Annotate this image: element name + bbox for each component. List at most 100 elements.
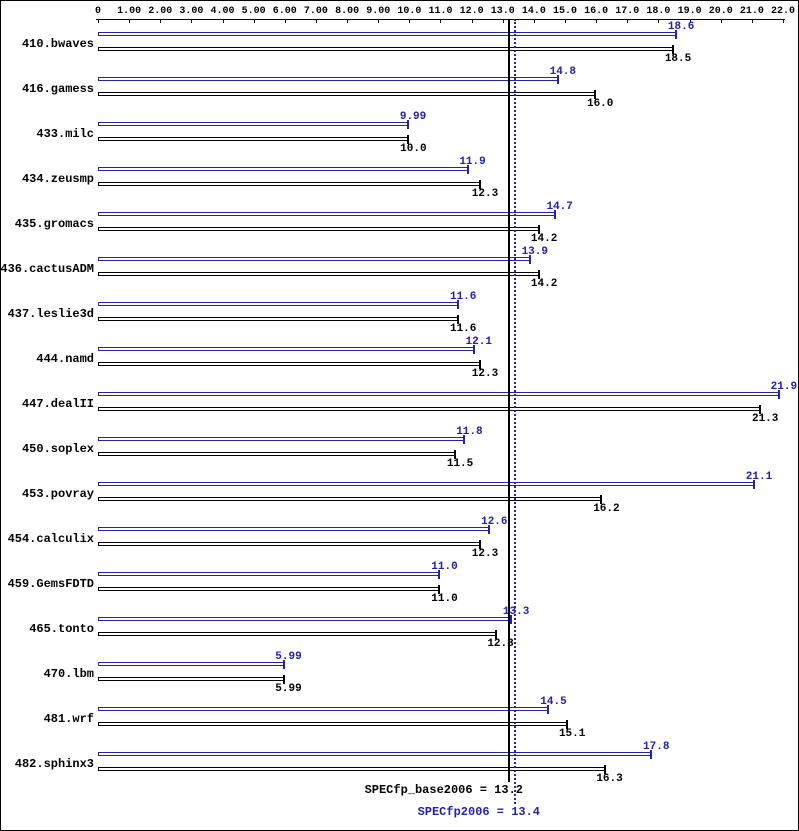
peak-bar-value: 11.0 <box>431 561 458 573</box>
peak-bar-endcap <box>547 705 550 714</box>
axis-tick <box>689 19 691 23</box>
base-bar <box>98 677 285 681</box>
base-bar-endcap <box>759 405 762 414</box>
peak-bar-value: 5.99 <box>275 651 302 663</box>
base-bar-endcap <box>454 450 457 459</box>
base-bar-endcap <box>478 540 481 549</box>
axis-tick <box>253 19 255 23</box>
base-bar <box>98 407 762 411</box>
axis-tick <box>471 19 473 23</box>
benchmark-label: 435.gromacs <box>14 217 94 231</box>
benchmark-label: 459.GemsFDTD <box>7 577 94 591</box>
base-bar-endcap <box>282 675 285 684</box>
base-bar-value: 16.2 <box>593 503 620 515</box>
peak-bar-endcap <box>675 30 678 39</box>
base-bar-value: 18.5 <box>664 53 692 65</box>
base-bar-value: 11.6 <box>449 323 477 335</box>
base-bar <box>98 452 457 456</box>
benchmark-label: 482.sphinx3 <box>14 757 94 771</box>
peak-bar-endcap <box>553 210 556 219</box>
axis-tick-label: 14.0 <box>521 6 546 17</box>
benchmark-label: 465.tonto <box>29 622 94 636</box>
peak-bar <box>98 302 460 306</box>
peak-bar-value: 17.8 <box>643 741 670 753</box>
axis-tick-label: 21.0 <box>739 6 764 17</box>
peak-bar-value: 13.9 <box>521 246 548 258</box>
peak-bar <box>98 482 755 486</box>
axis-tick <box>378 19 380 23</box>
axis-tick <box>533 19 535 23</box>
peak-bar <box>98 527 491 531</box>
benchmark-label: 410.bwaves <box>21 37 94 51</box>
peak-bar <box>98 257 531 261</box>
peak-bar-endcap <box>650 750 653 759</box>
base-bar-endcap <box>457 315 460 324</box>
peak-bar <box>98 437 466 441</box>
base-mean-line <box>507 19 510 782</box>
peak-bar <box>98 392 780 396</box>
axis-tick-label: 10.0 <box>397 6 422 17</box>
base-bar-endcap <box>566 720 569 729</box>
benchmark-label: 450.soplex <box>21 442 94 456</box>
peak-bar-endcap <box>752 480 755 489</box>
axis-tick-label: 6.00 <box>272 6 297 17</box>
axis-tick-label: 3.00 <box>179 6 204 17</box>
peak-bar-endcap <box>528 255 531 264</box>
axis-tick-label: 17.0 <box>615 6 640 17</box>
axis-tick-label: 11.0 <box>428 6 453 17</box>
base-bar <box>98 272 541 276</box>
base-bar-value: 21.3 <box>751 413 779 425</box>
base-bar <box>98 542 481 546</box>
base-bar <box>98 362 481 366</box>
peak-bar <box>98 77 559 81</box>
peak-bar-endcap <box>407 120 410 129</box>
peak-bar-value: 11.9 <box>459 156 486 168</box>
axis-tick-label: 16.0 <box>584 6 609 17</box>
base-bar-endcap <box>672 45 675 54</box>
peak-bar <box>98 752 653 756</box>
axis-tick <box>347 19 349 23</box>
axis-tick <box>98 19 99 23</box>
peak-bar-endcap <box>777 390 780 399</box>
base-bar-endcap <box>494 630 497 639</box>
axis-tick-label: 1.00 <box>117 6 142 17</box>
benchmark-label: 453.povray <box>21 487 94 501</box>
base-bar <box>98 497 603 501</box>
peak-bar-value: 21.1 <box>745 471 773 483</box>
axis-tick-label: 15.0 <box>553 6 578 17</box>
benchmark-label: 470.lbm <box>43 667 94 681</box>
peak-bar-value: 21.9 <box>770 381 798 393</box>
base-bar-value: 12.3 <box>471 368 499 380</box>
benchmark-label: 437.leslie3d <box>7 307 94 321</box>
axis-tick <box>565 19 567 23</box>
base-bar-value: 11.0 <box>431 593 458 605</box>
peak-bar-endcap <box>488 525 491 534</box>
peak-bar <box>98 122 410 126</box>
base-bar-value: 14.2 <box>530 233 558 245</box>
base-bar-endcap <box>594 90 597 99</box>
peak-bar-endcap <box>472 345 475 354</box>
axis-tick-label: 5.00 <box>241 6 266 17</box>
base-bar <box>98 182 481 186</box>
base-bar-value: 5.99 <box>275 683 302 695</box>
peak-bar-value: 11.6 <box>449 291 477 303</box>
base-bar-value: 14.2 <box>530 278 558 290</box>
base-bar <box>98 317 460 321</box>
axis-tick <box>782 19 784 23</box>
benchmark-label: 481.wrf <box>43 712 94 726</box>
base-bar <box>98 47 675 51</box>
peak-bar-value: 18.6 <box>667 21 695 33</box>
peak-bar <box>98 32 678 36</box>
axis-tick <box>440 19 442 23</box>
benchmark-label: 434.zeusmp <box>21 172 94 186</box>
base-bar <box>98 767 606 771</box>
base-bar-endcap <box>603 765 606 774</box>
base-bar-value: 15.1 <box>558 728 586 740</box>
base-mean-label: SPECfp_base2006 = 13.2 <box>364 783 523 797</box>
peak-bar-endcap <box>466 165 469 174</box>
benchmark-label: 416.gamess <box>21 82 94 96</box>
peak-bar-endcap <box>510 615 513 624</box>
benchmark-label: 454.calculix <box>7 532 94 546</box>
base-bar-value: 16.3 <box>596 773 623 785</box>
